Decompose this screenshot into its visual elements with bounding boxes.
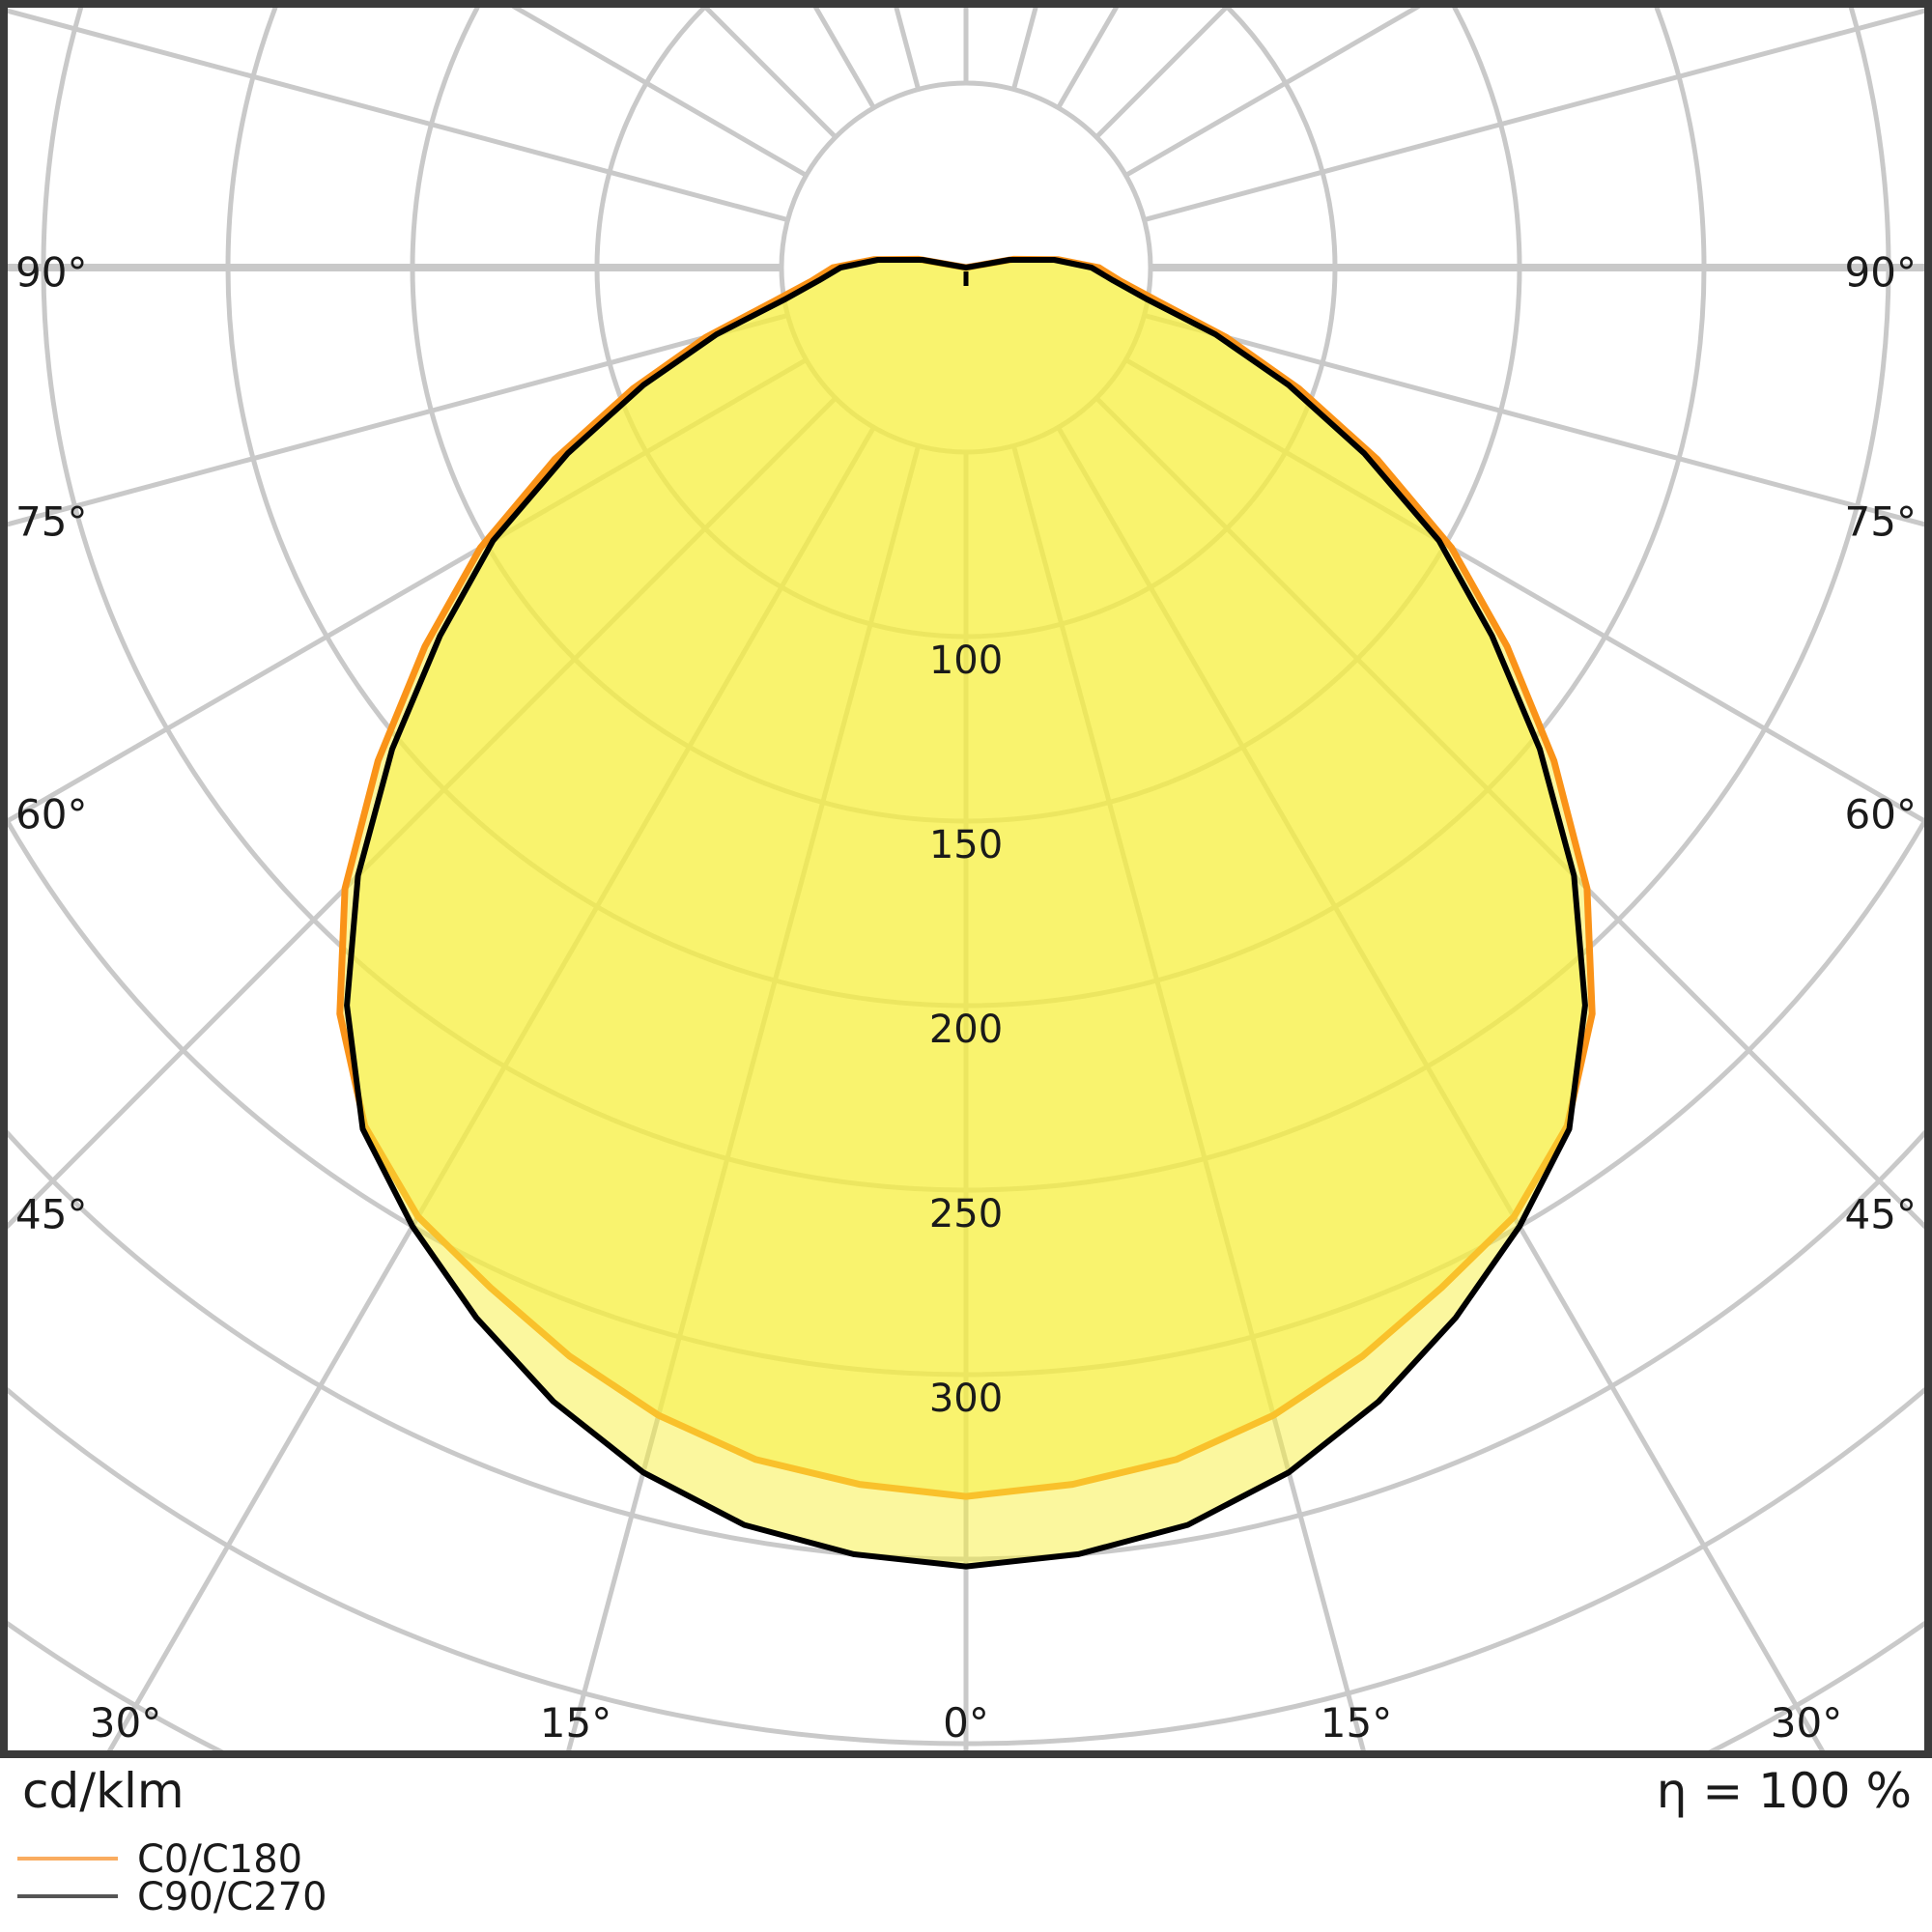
angle-label-left-45: 45° — [15, 1191, 87, 1238]
grid-spoke-210 — [812, 8, 876, 109]
radial-tick-labels: 100 150 200 250 300 — [929, 639, 1003, 1421]
grid-spoke-75 — [1143, 312, 1924, 527]
grid-spoke-195 — [894, 8, 922, 91]
ring-label-250: 250 — [929, 1192, 1003, 1236]
angle-label-left-75: 75° — [15, 498, 87, 546]
grid-spoke-225 — [702, 8, 838, 139]
grid-spoke-135 — [1094, 8, 1230, 139]
ring-label-200: 200 — [929, 1008, 1003, 1052]
ring-label-150: 150 — [929, 823, 1003, 867]
intensity-curve-c90-c270 — [344, 257, 1588, 1570]
legend: C0/C180 C90/C270 — [17, 1837, 327, 1919]
angle-label-bottom_center-0: 0° — [943, 1699, 989, 1747]
ring-label-300: 300 — [929, 1377, 1003, 1421]
grid-spoke-150 — [1056, 8, 1120, 109]
angle-tick-labels: 90° 75° 60° 45° 30° 15° 0° 15° 30° 45° 60° 75° 90° — [15, 249, 1917, 1747]
angle-label-left-90: 90° — [15, 249, 87, 297]
chart-frame — [0, 0, 1932, 1758]
grid-spoke-285 — [8, 312, 789, 527]
angle-label-bottom_right-15: 15° — [1321, 1699, 1392, 1747]
ring-label-100: 100 — [929, 639, 1003, 683]
grid-spoke-300 — [8, 357, 808, 824]
angle-label-bottom_left-30: 30° — [90, 1699, 161, 1747]
angle-label-right-75: 75° — [1845, 498, 1917, 546]
intensity-curves — [336, 255, 1596, 1570]
grid-spoke-60 — [1124, 357, 1924, 824]
angle-label-left-60: 60° — [15, 791, 87, 838]
unit-label: cd/klm — [22, 1763, 185, 1819]
angle-label-bottom_right-30: 30° — [1771, 1699, 1842, 1747]
angle-label-right-90: 90° — [1845, 249, 1917, 297]
grid-spoke-165 — [1010, 8, 1038, 91]
legend-label-c0: C0/C180 — [137, 1837, 302, 1882]
efficiency-label: η = 100 % — [1657, 1763, 1912, 1819]
legend-label-c90: C90/C270 — [137, 1875, 327, 1919]
angle-label-bottom_left-15: 15° — [540, 1699, 611, 1747]
grid-spoke-255 — [8, 8, 789, 223]
grid-spoke-105 — [1143, 8, 1924, 223]
angle-label-right-45: 45° — [1845, 1191, 1917, 1238]
angle-label-right-60: 60° — [1845, 791, 1917, 838]
